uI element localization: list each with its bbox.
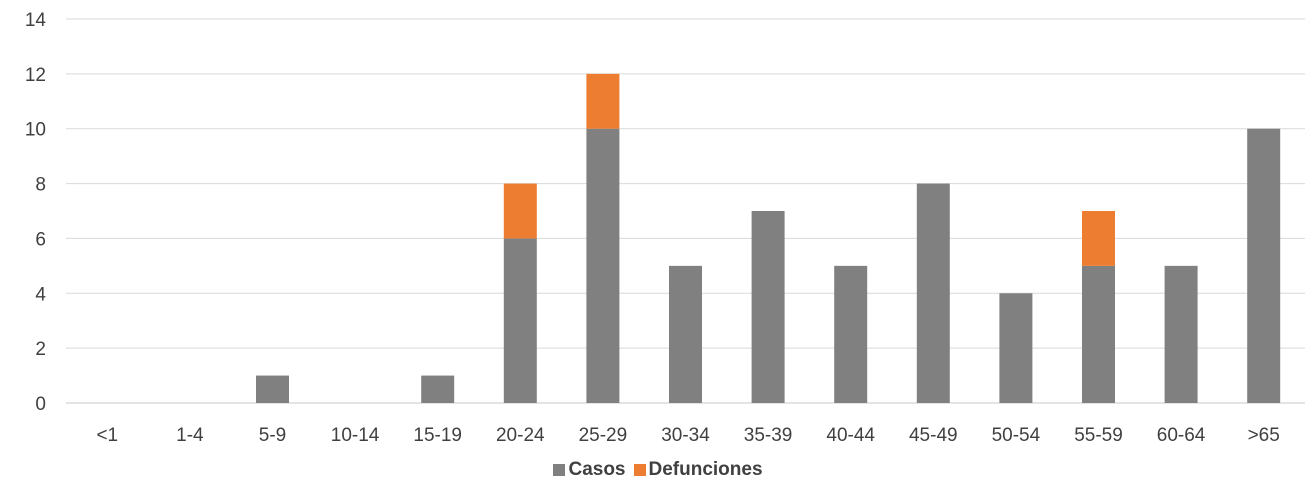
bar-casos-11[interactable]: [999, 293, 1033, 403]
x-tick-label-0: <1: [96, 425, 118, 446]
x-tick-label-8: 35-39: [744, 425, 793, 446]
x-tick-label-1: 1-4: [176, 425, 204, 446]
x-axis-tick-labels: <1 1-4 5-9 10-14 15-19 20-24 25-29 30-34 35-39 40…: [96, 425, 1279, 446]
bar-defunciones-5[interactable]: [503, 183, 537, 239]
legend-label-defunciones: Defunciones: [648, 459, 763, 480]
legend-item-defunciones[interactable]: Defunciones: [633, 459, 763, 481]
bar-defunciones-12[interactable]: [1082, 211, 1115, 266]
x-tick-label-7: 30-34: [661, 425, 710, 446]
bar-casos-7[interactable]: [669, 265, 702, 403]
bar-casos-8[interactable]: [751, 211, 785, 403]
legend-swatch-casos: [553, 464, 566, 476]
legend: Casos Defunciones: [0, 459, 1316, 481]
bar-casos-14[interactable]: [1247, 128, 1281, 403]
x-tick-label-12: 55-59: [1074, 425, 1123, 446]
y-tick-label-4: 4: [35, 284, 46, 305]
x-tick-label-4: 15-19: [413, 425, 462, 446]
y-tick-label-12: 12: [25, 65, 46, 86]
legend-swatch-defunciones: [633, 464, 646, 476]
y-tick-label-14: 14: [25, 10, 47, 31]
y-tick-label-0: 0: [35, 394, 46, 415]
bar-casos-6[interactable]: [586, 128, 620, 403]
x-tick-label-9: 40-44: [826, 425, 875, 446]
x-tick-label-3: 10-14: [331, 425, 380, 446]
x-tick-label-6: 25-29: [579, 425, 628, 446]
bar-casos-4[interactable]: [421, 375, 455, 403]
x-tick-label-2: 5-9: [259, 425, 286, 446]
legend-label-casos: Casos: [568, 459, 626, 480]
bar-casos-10[interactable]: [916, 183, 950, 403]
bar-casos-12[interactable]: [1082, 265, 1115, 403]
y-tick-label-6: 6: [35, 229, 46, 250]
bar-casos-5[interactable]: [503, 238, 537, 403]
bar-casos-2[interactable]: [256, 375, 289, 403]
y-tick-label-10: 10: [25, 120, 46, 141]
bar-defunciones-6[interactable]: [586, 73, 620, 129]
legend-item-casos[interactable]: Casos: [553, 459, 626, 481]
y-tick-label-2: 2: [35, 339, 46, 360]
x-tick-label-10: 45-49: [909, 425, 958, 446]
x-tick-label-14: >65: [1248, 425, 1280, 446]
bars: [256, 73, 1281, 403]
bar-casos-9[interactable]: [834, 265, 868, 403]
y-tick-label-8: 8: [35, 175, 46, 196]
y-axis-tick-labels: 0 2 4 6 8 10 12 14: [25, 10, 47, 415]
bar-casos-13[interactable]: [1164, 265, 1198, 403]
x-tick-label-11: 50-54: [992, 425, 1041, 446]
x-tick-label-5: 20-24: [496, 425, 545, 446]
x-tick-label-13: 60-64: [1157, 425, 1206, 446]
